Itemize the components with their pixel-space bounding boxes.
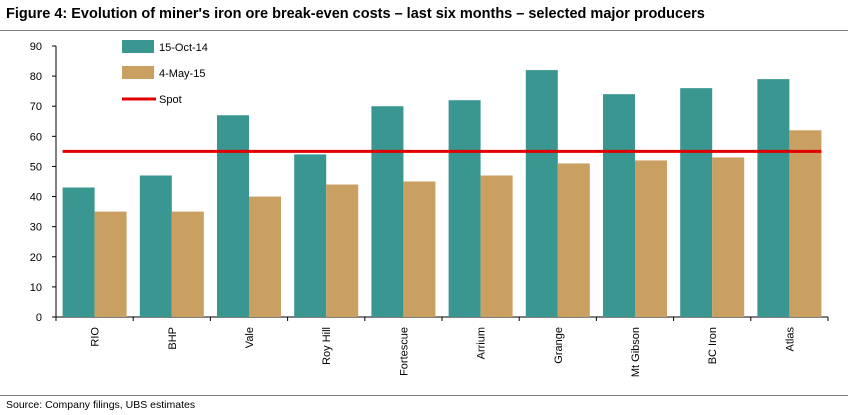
y-tick-label: 60	[30, 131, 42, 143]
bar-oct14-grange	[525, 70, 558, 317]
bar-oct14-bc-iron	[680, 88, 713, 318]
y-tick-label: 80	[30, 71, 42, 83]
bar-oct14-vale	[217, 115, 249, 317]
y-tick-label: 0	[36, 312, 42, 324]
chart: 0 10 20 30 40 50 60 70 80 90 RIO BHP Vale Roy Hill Fo…	[30, 40, 829, 378]
bar-may15-mt-gibson	[635, 160, 667, 317]
x-tick-labels: RIO BHP Vale Roy Hill Fortescue Arrium Grange M…	[90, 327, 797, 378]
x-tick-label: Arrium	[476, 327, 488, 359]
legend-label-oct14: 15-Oct-14	[159, 42, 208, 54]
bar-may15-rio	[94, 211, 127, 317]
bar-oct14-bhp	[139, 175, 172, 317]
bar-oct14-atlas	[757, 79, 790, 317]
figure-title: Figure 4: Evolution of miner's iron ore …	[6, 6, 705, 22]
legend-swatch-oct14	[122, 40, 154, 53]
top-rule	[0, 30, 848, 31]
bar-may15-bhp	[171, 211, 204, 317]
x-tick-label: Grange	[553, 327, 565, 364]
bar-oct14-mt-gibson	[603, 94, 635, 317]
y-tick-label: 20	[30, 252, 42, 264]
y-tick-label: 50	[30, 161, 42, 173]
bar-may15-vale	[249, 196, 281, 317]
y-tick-label: 10	[30, 282, 42, 294]
y-tick-label: 90	[30, 41, 42, 53]
y-tick-label: 70	[30, 101, 42, 113]
x-tick-label: Fortescue	[398, 327, 410, 376]
x-tick-label: Mt Gibson	[630, 327, 642, 377]
legend-label-may15: 4-May-15	[159, 68, 205, 80]
bar-oct14-roy-hill	[294, 154, 327, 317]
bar-oct14-arrium	[448, 100, 481, 317]
y-tick-label: 40	[30, 192, 42, 204]
bar-may15-atlas	[789, 130, 822, 317]
bar-oct14-rio	[62, 187, 95, 317]
x-tick-label: Atlas	[784, 327, 796, 352]
chart-bars	[62, 70, 822, 318]
bottom-rule	[0, 395, 848, 396]
source-note: Source: Company filings, UBS estimates	[6, 399, 196, 411]
bar-may15-grange	[557, 163, 590, 317]
bar-may15-arrium	[480, 175, 513, 317]
bar-may15-fortescue	[403, 181, 436, 317]
bar-may15-roy-hill	[326, 184, 359, 317]
x-tick-label: RIO	[90, 327, 102, 347]
x-tick-label: BC Iron	[707, 327, 719, 364]
legend-label-spot: Spot	[159, 94, 182, 106]
legend-swatch-may15	[122, 66, 154, 79]
bar-may15-bc-iron	[712, 157, 745, 317]
x-tick-label: Vale	[244, 327, 256, 348]
x-tick-label: BHP	[167, 327, 179, 350]
x-tick-label: Roy Hill	[321, 327, 333, 365]
chart-legend: 15-Oct-14 4-May-15 Spot	[122, 40, 208, 106]
y-tick-label: 30	[30, 222, 42, 234]
bar-oct14-fortescue	[371, 106, 404, 317]
